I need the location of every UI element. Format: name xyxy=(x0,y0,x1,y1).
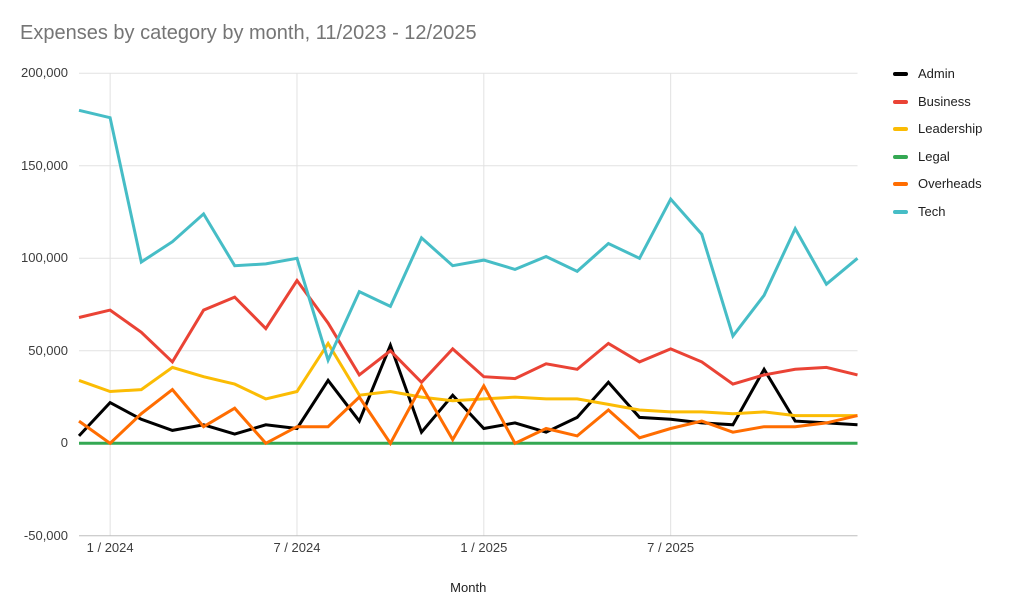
legend-item-leadership: Leadership xyxy=(893,122,982,136)
y-tick-label-50000: 50,000 xyxy=(28,342,68,358)
x-tick-label-7-2024: 7 / 2024 xyxy=(273,540,321,555)
legend-label-admin: Admin xyxy=(918,66,955,81)
legend-label-business: Business xyxy=(918,93,971,109)
y-tick-label-0: 0 xyxy=(60,435,68,451)
chart-legend: Admin Business Leadership Legal Overhead… xyxy=(893,67,982,219)
x-tick-label-1-2025: 1 / 2025 xyxy=(460,540,508,555)
business-color-swatch xyxy=(893,99,908,104)
overheads-color-swatch xyxy=(893,182,908,186)
legend-label-legal: Legal xyxy=(918,148,950,164)
series-line-tech xyxy=(78,108,859,365)
legend-item-overheads: Overheads xyxy=(893,177,982,191)
legend-item-legal: Legal xyxy=(893,148,982,164)
legend-label-overheads: Overheads xyxy=(918,176,982,191)
legend-label-leadership: Leadership xyxy=(918,121,983,136)
y-tick-label-200000: 200,000 xyxy=(21,65,68,81)
series-line-leadership xyxy=(78,340,858,418)
legend-item-admin: Admin xyxy=(893,67,982,81)
y-tick-label-150000: 150,000 xyxy=(21,157,68,173)
x-tick-label-7-2025: 7 / 2025 xyxy=(647,540,695,555)
legal-color-swatch xyxy=(893,154,908,159)
legend-item-tech: Tech xyxy=(893,203,982,219)
tech-color-swatch xyxy=(893,209,908,214)
y-tick-label-neg50000: -50,000 xyxy=(23,527,68,543)
y-tick-label-100000: 100,000 xyxy=(21,250,68,266)
leadership-color-swatch xyxy=(893,127,908,131)
chart-title: Expenses by category by month, 11/2023 -… xyxy=(20,22,477,44)
legend-label-tech: Tech xyxy=(918,203,946,219)
x-tick-label-1-2024: 1 / 2024 xyxy=(86,540,134,555)
legend-item-business: Business xyxy=(893,93,982,109)
series-line-admin xyxy=(77,341,858,437)
series-line-business xyxy=(78,277,858,386)
series-line-overheads xyxy=(78,382,858,447)
admin-color-swatch xyxy=(893,72,908,76)
x-axis-title: Month xyxy=(450,580,487,595)
